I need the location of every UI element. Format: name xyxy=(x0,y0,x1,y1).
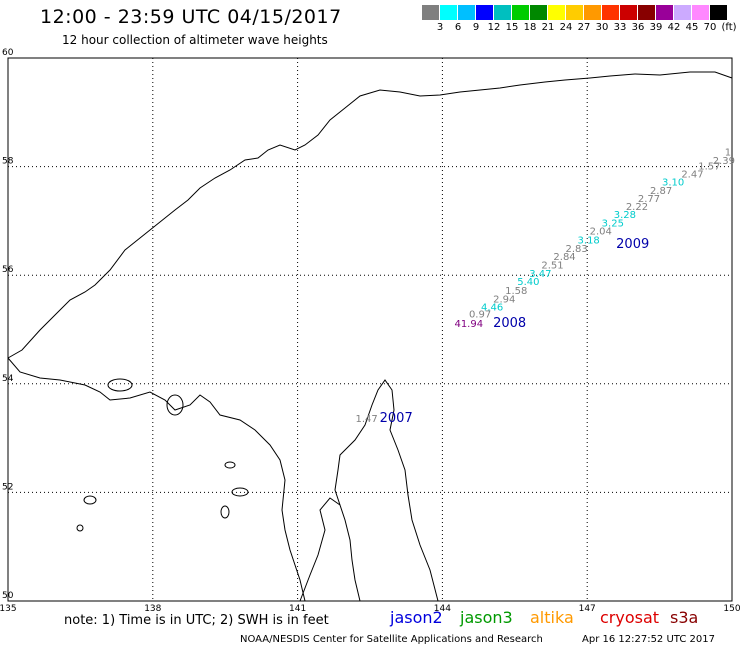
footer-note: note: 1) Time is in UTC; 2) SWH is in fe… xyxy=(64,613,329,628)
lon-tick-label: 138 xyxy=(144,604,161,614)
wave-height-value: 5.40 xyxy=(517,277,539,288)
color-scale-label: 18 xyxy=(523,22,537,33)
lat-tick-label: 58 xyxy=(2,157,14,167)
color-swatch xyxy=(602,5,619,20)
wave-height-value: 0.97 xyxy=(469,310,491,321)
wave-height-value: 2.87 xyxy=(650,186,672,197)
color-scale-label: 36 xyxy=(631,22,645,33)
color-swatch xyxy=(494,5,511,20)
wave-height-value: 4.46 xyxy=(481,302,503,313)
lat-tick-label: 50 xyxy=(2,591,14,601)
coastline-north xyxy=(7,71,733,359)
color-scale-label: 39 xyxy=(649,22,663,33)
color-scale-label: 42 xyxy=(667,22,681,33)
color-scale-label: 12 xyxy=(487,22,501,33)
pass-time-label: 2009 xyxy=(616,237,649,252)
wave-height-value: 3.10 xyxy=(662,178,684,189)
wave-height-value: 2.84 xyxy=(553,252,575,263)
wave-height-value: 2.77 xyxy=(638,194,660,205)
island-outline xyxy=(76,524,84,532)
lon-tick-label: 141 xyxy=(289,604,306,614)
wave-height-value: 1.58 xyxy=(505,286,527,297)
wave-height-value: 1.57 xyxy=(698,161,720,172)
coastline-sakhalin xyxy=(334,379,439,602)
color-swatch xyxy=(458,5,475,20)
wave-height-value: 1.47 xyxy=(356,414,378,425)
color-scale-label: 3 xyxy=(436,22,444,33)
lon-tick-label: 150 xyxy=(723,604,740,614)
color-swatch xyxy=(548,5,565,20)
color-scale-label: 30 xyxy=(595,22,609,33)
wave-height-value: 2.51 xyxy=(541,261,563,272)
satellite-cryosat: cryosat xyxy=(600,608,660,627)
pass-time-label: 2007 xyxy=(380,411,413,426)
color-scale-label: 21 xyxy=(541,22,555,33)
wave-height-value: 2.39 xyxy=(713,156,735,167)
color-swatch xyxy=(638,5,655,20)
page-subtitle: 12 hour collection of altimeter wave hei… xyxy=(62,33,328,47)
wave-height-value: 3.18 xyxy=(578,236,600,247)
satellite-jason3: jason3 xyxy=(460,608,513,627)
wave-height-value: 3.25 xyxy=(602,218,624,229)
lat-tick-label: 60 xyxy=(2,48,14,58)
lon-tick-label: 144 xyxy=(434,604,451,614)
color-scale-label: 9 xyxy=(472,22,480,33)
color-scale-label: 33 xyxy=(613,22,627,33)
color-swatch xyxy=(566,5,583,20)
wave-height-value: 2.94 xyxy=(493,294,515,305)
satellite-s3a: s3a xyxy=(670,608,699,627)
color-swatch xyxy=(620,5,637,20)
color-swatch xyxy=(710,5,727,20)
island-outline xyxy=(231,487,249,497)
lat-tick-label: 52 xyxy=(2,482,13,492)
map-frame xyxy=(7,57,733,602)
island-outline xyxy=(224,461,236,469)
lat-tick-label: 56 xyxy=(2,265,14,275)
pass-time-label: 2008 xyxy=(493,316,526,331)
color-swatch xyxy=(656,5,673,20)
color-swatch xyxy=(476,5,493,20)
wave-height-value: 3.47 xyxy=(529,269,551,280)
color-swatch xyxy=(512,5,529,20)
color-swatch xyxy=(422,5,439,20)
page-title: 12:00 - 23:59 UTC 04/15/2017 xyxy=(40,6,342,28)
color-scale-label: 45 xyxy=(685,22,699,33)
color-scale-label: 70 xyxy=(703,22,717,33)
satellite-jason2: jason2 xyxy=(390,608,443,627)
wave-height-value: 41.94 xyxy=(454,319,483,330)
island-outline xyxy=(83,495,97,505)
color-swatch xyxy=(584,5,601,20)
island-outline xyxy=(166,394,184,416)
lon-tick-label: 135 xyxy=(0,604,17,614)
color-swatch xyxy=(692,5,709,20)
wave-height-value: 1 xyxy=(725,148,731,159)
generated-timestamp: Apr 16 12:27:52 UTC 2017 xyxy=(582,634,715,645)
island-outline xyxy=(107,378,133,392)
wave-height-value: 3.28 xyxy=(614,210,636,221)
color-swatch xyxy=(674,5,691,20)
wave-height-value: 2.04 xyxy=(590,226,612,237)
island-outline xyxy=(220,505,230,519)
color-swatch xyxy=(530,5,547,20)
color-scale-label: 6 xyxy=(454,22,462,33)
color-scale-label: 24 xyxy=(559,22,573,33)
wave-height-value: 2.83 xyxy=(565,244,587,255)
color-swatch xyxy=(440,5,457,20)
lon-tick-label: 147 xyxy=(579,604,596,614)
credit-line: NOAA/NESDIS Center for Satellite Applica… xyxy=(240,634,543,645)
color-scale-label: 27 xyxy=(577,22,591,33)
color-scale-unit: (ft) xyxy=(721,22,737,33)
coastline-mainland xyxy=(7,357,306,602)
color-scale-label: 15 xyxy=(505,22,519,33)
coastline-inner xyxy=(299,497,341,602)
satellite-altika: altika xyxy=(530,608,574,627)
wave-height-value: 2.47 xyxy=(681,169,703,180)
lat-tick-label: 54 xyxy=(2,374,14,384)
wave-height-value: 2.22 xyxy=(626,202,648,213)
